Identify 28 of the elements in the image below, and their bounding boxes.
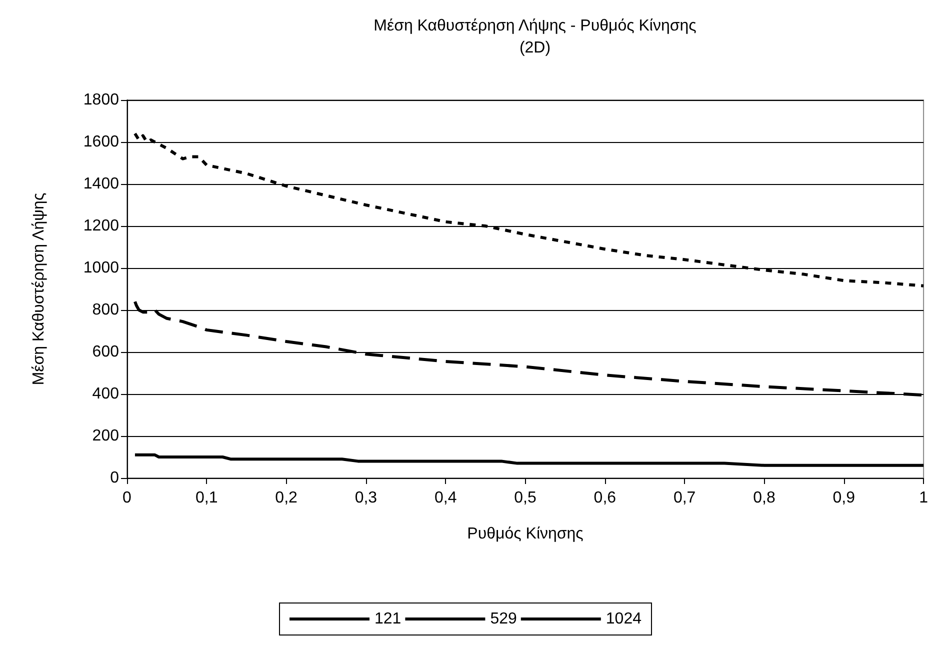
x-tick-label: 0,3 [354, 490, 378, 506]
legend-label: 121 [374, 610, 402, 628]
x-tick-label: 0,7 [673, 490, 696, 506]
y-tick-label: 1800 [83, 92, 120, 108]
y-tick-label: 1200 [83, 218, 120, 234]
x-tick-label: 0,5 [514, 490, 536, 506]
y-tick-label: 600 [92, 344, 120, 360]
legend-label: 529 [490, 610, 517, 628]
x-tick-label: 0,4 [434, 490, 457, 506]
x-tick-label: 0,8 [753, 490, 776, 506]
x-tick-label: 1 [919, 490, 928, 506]
y-tick-label: 1600 [83, 134, 120, 150]
legend-label: 1024 [606, 610, 642, 628]
x-tick-label: 0,9 [832, 490, 856, 506]
y-tick-label: 400 [92, 386, 120, 402]
y-tick-label: 1400 [83, 176, 120, 192]
x-tick-label: 0,2 [275, 490, 298, 506]
line-series [133, 453, 926, 467]
x-axis-title: Ρυθμός Κίνησης [467, 526, 584, 542]
y-axis-title: Μέση Καθυστέρηση Λήψης [30, 192, 48, 386]
x-tick-label: 0,1 [196, 490, 218, 506]
x-tick-label: 0 [122, 490, 132, 506]
y-tick-label: 800 [92, 302, 120, 318]
x-tick-label: 0,6 [594, 490, 616, 506]
y-tick-label: 1000 [83, 260, 120, 276]
y-tick-label: 0 [110, 470, 120, 486]
chart-title: Μέση Καθυστέρηση Λήψης - Ρυθμός Κίνησης (2D) [374, 18, 697, 56]
y-tick-label: 200 [92, 428, 120, 444]
